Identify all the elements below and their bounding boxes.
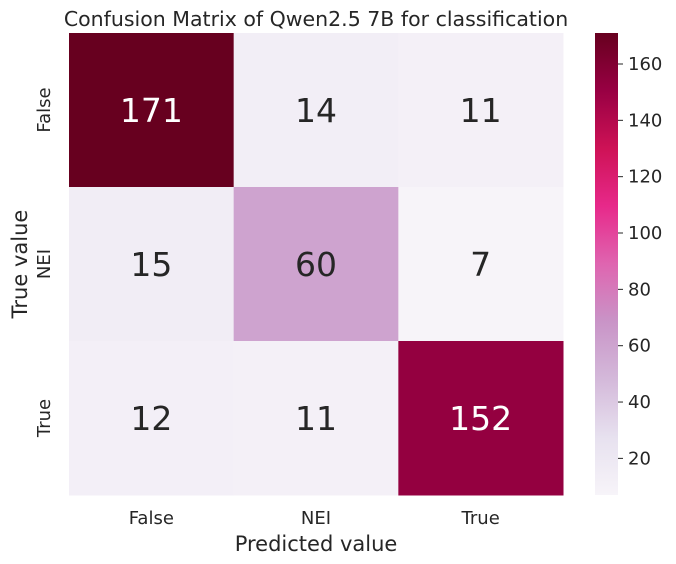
y-tick-label: NEI: [34, 249, 55, 279]
y-tick-label: True: [34, 399, 55, 438]
colorbar-tick-label: 100: [628, 223, 662, 244]
colorbar-tick-label: 140: [628, 110, 662, 131]
y-tick-label: False: [34, 87, 55, 132]
cell-value-label: 11: [295, 399, 337, 438]
y-tick-labels: False NEI True: [34, 87, 55, 438]
colorbar-tick-labels: 20 40 60 80 100 120 140 160: [618, 54, 662, 469]
colorbar-tick-label: 160: [628, 54, 662, 75]
heatmap-cells: 171 14 11 15 60 7 12 11 152: [69, 33, 564, 496]
colorbar-tick-label: 80: [628, 279, 651, 300]
y-axis-label: True value: [8, 210, 32, 320]
colorbar: [595, 33, 618, 495]
heatmap-cell: [398, 187, 564, 342]
x-tick-labels: False NEI True: [129, 508, 500, 529]
colorbar-tick-label: 120: [628, 167, 662, 188]
cell-value-label: 15: [130, 245, 172, 284]
colorbar-tick-label: 20: [628, 448, 651, 469]
x-axis-label: Predicted value: [235, 532, 398, 556]
cell-value-label: 152: [449, 399, 512, 438]
colorbar-tick-label: 60: [628, 336, 651, 357]
cell-value-label: 60: [295, 245, 337, 284]
cell-value-label: 171: [120, 91, 183, 130]
heatmap-cell: [398, 341, 564, 496]
heatmap-cell: [69, 187, 235, 342]
cell-value-label: 14: [295, 91, 337, 130]
colorbar-tick-label: 40: [628, 392, 651, 413]
heatmap-cell: [233, 33, 399, 188]
cell-value-label: 12: [130, 399, 172, 438]
heatmap-cell: [69, 341, 235, 496]
x-tick-label: False: [129, 508, 174, 529]
chart-title: Confusion Matrix of Qwen2.5 7B for class…: [64, 7, 568, 31]
cell-value-label: 7: [470, 245, 491, 284]
heatmap-cell: [69, 33, 235, 188]
x-tick-label: True: [461, 508, 500, 529]
cell-value-label: 11: [460, 91, 502, 130]
heatmap-cell: [233, 187, 399, 342]
heatmap-cell: [398, 33, 564, 188]
x-tick-label: NEI: [301, 508, 331, 529]
heatmap-cell: [233, 341, 399, 496]
